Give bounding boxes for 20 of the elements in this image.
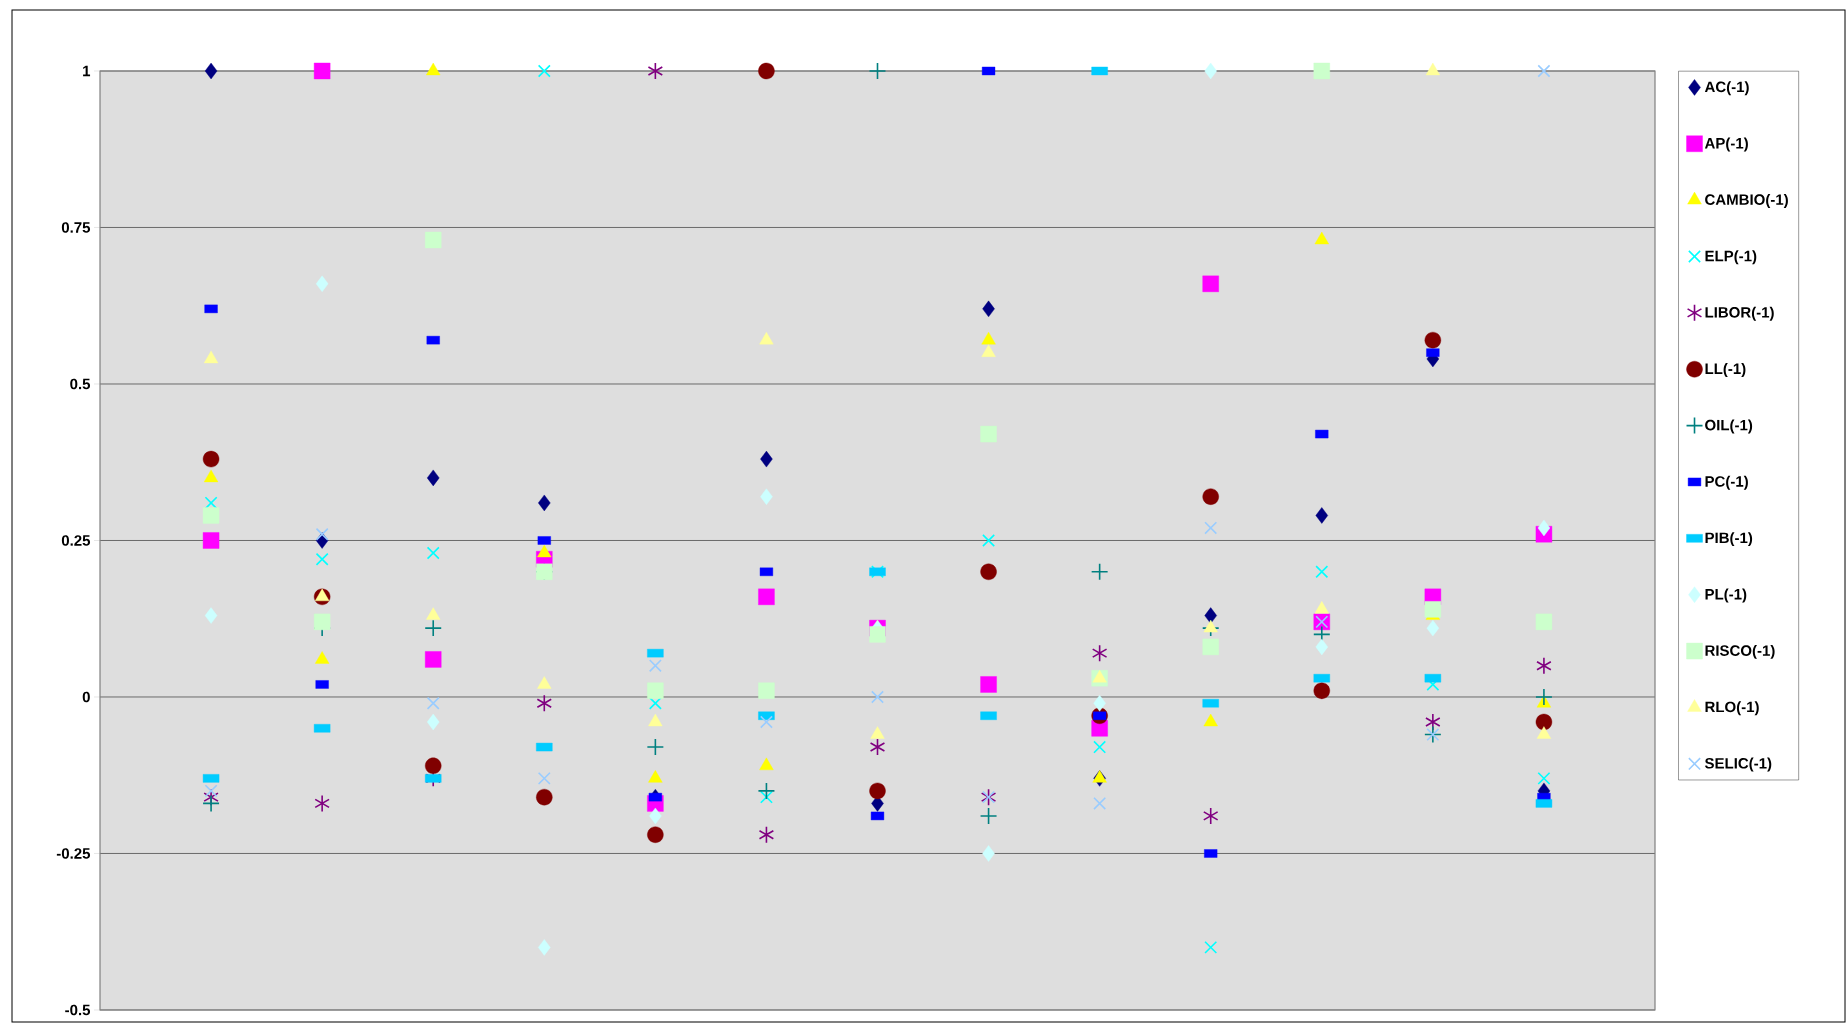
y-tick-label: 1 — [83, 65, 91, 77]
y-tick-label: -0.25 — [56, 848, 91, 859]
legend-label: PC(-1) — [1705, 475, 1748, 490]
legend-label: CAMBIO(-1) — [1705, 193, 1788, 208]
y-tick-label: -0.5 — [65, 1004, 91, 1016]
legend-label: PIB(-1) — [1705, 532, 1753, 547]
legend-label: SELIC(-1) — [1704, 757, 1772, 772]
legend-label: RLO(-1) — [1705, 701, 1759, 716]
legend-label: PL(-1) — [1705, 588, 1747, 603]
legend-label: OIL(-1) — [1705, 419, 1753, 434]
legend-label: LL(-1) — [1705, 363, 1746, 378]
y-tick-label: 0.75 — [61, 222, 91, 233]
legend-label: LIBOR(-1) — [1705, 306, 1774, 321]
y-tick-label: 0.5 — [70, 378, 91, 390]
legend-label: AP(-1) — [1704, 137, 1748, 152]
legend-label: RISCO(-1) — [1705, 644, 1775, 659]
y-tick-label: 0 — [82, 691, 90, 703]
legend-label: AC(-1) — [1704, 81, 1749, 96]
y-tick-label: 0.25 — [61, 535, 91, 546]
legend-label: ELP(-1) — [1705, 250, 1757, 265]
